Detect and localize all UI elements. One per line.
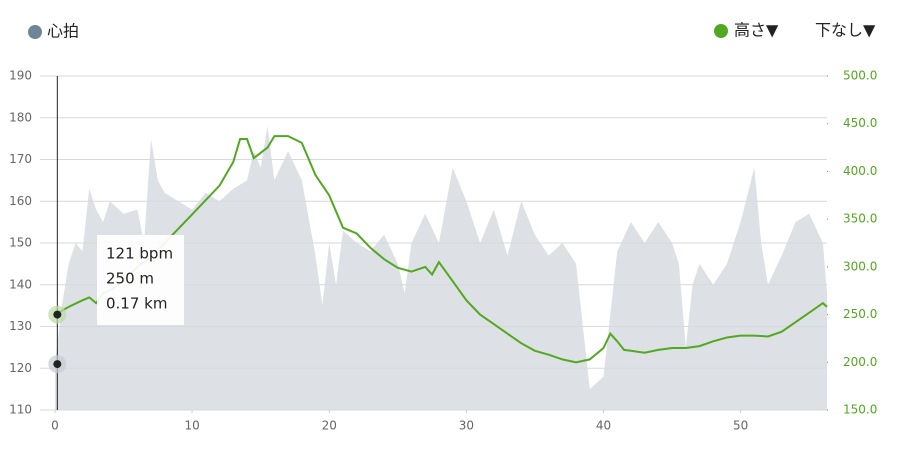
elevation-line (54, 135, 828, 364)
y-tick-label: 140 (9, 277, 32, 291)
y2-tick-label: 250.0 (843, 307, 877, 321)
legend-swatch (28, 25, 42, 39)
legend-swatch (714, 24, 728, 38)
y-tick-label: 170 (9, 152, 32, 166)
y-tick-label: 150 (9, 236, 32, 250)
x-tick-label: 30 (459, 419, 474, 433)
legend-label[interactable]: 心拍 (47, 22, 79, 41)
x-tick-label: 50 (733, 419, 748, 433)
dropdown[interactable]: 下なし▼ (815, 21, 876, 40)
x-tick-label: 20 (322, 419, 337, 433)
y2-tick-label: 500.0 (843, 69, 877, 83)
y-tick-label: 110 (9, 403, 32, 417)
y2-tick-label: 150.0 (843, 403, 877, 417)
tooltip-line: 0.17 km (106, 295, 167, 313)
tooltip-line: 121 bpm (106, 245, 173, 263)
tooltip-line: 250 m (106, 270, 154, 288)
tooltip-box (97, 235, 184, 325)
y-tick-label: 120 (9, 361, 32, 375)
y-tick-label: 180 (9, 110, 32, 124)
x-tick-label: 40 (596, 419, 611, 433)
x-tick-label: 10 (184, 419, 199, 433)
y-tick-label: 160 (9, 194, 32, 208)
legend-label[interactable]: 高さ▼ (734, 21, 779, 40)
hover-dot (53, 360, 62, 369)
y2-tick-label: 450.0 (843, 116, 877, 130)
heart-rate-area (55, 126, 827, 410)
y2-tick-label: 400.0 (843, 164, 877, 178)
y-tick-label: 190 (9, 69, 32, 83)
hover-dot (53, 310, 62, 319)
y2-tick-label: 200.0 (843, 355, 877, 369)
y-tick-label: 130 (9, 319, 32, 333)
x-tick-label: 0 (51, 419, 59, 433)
y2-tick-label: 350.0 (843, 212, 877, 226)
y2-tick-label: 300.0 (843, 259, 877, 273)
